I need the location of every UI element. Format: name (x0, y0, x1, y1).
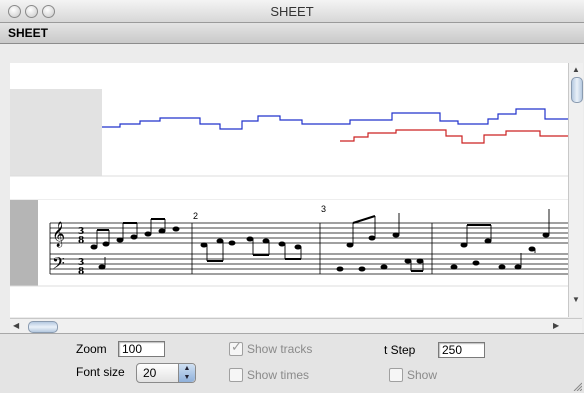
window-zoom-icon[interactable] (42, 5, 55, 18)
zoom-input[interactable]: 100 (118, 341, 165, 357)
window-title: SHEET (270, 4, 314, 19)
window-close-icon[interactable] (8, 5, 21, 18)
scroll-up-arrow-icon[interactable]: ▲ (572, 65, 580, 74)
resize-grip-icon[interactable] (572, 381, 582, 391)
checkmark-icon: ✓ (231, 339, 242, 354)
score-side-bar (10, 200, 38, 286)
score-notes (90, 209, 550, 272)
scroll-right-arrow-icon[interactable]: ▶ (553, 321, 560, 330)
control-bar: Zoom 100 Font size 20 ▲ ▼ ✓ Show tracks S… (0, 333, 584, 393)
sheet-canvas: 𝄞 𝄢 3 8 3 8 (10, 89, 568, 287)
stepper-arrows-icon[interactable]: ▲ ▼ (178, 364, 195, 382)
font-size-label: Font size (76, 365, 125, 379)
show-checkbox[interactable] (389, 368, 403, 382)
sheet-content[interactable]: 𝄞 𝄢 3 8 3 8 (10, 63, 568, 317)
tstep-label: t Step (384, 343, 416, 357)
svg-text:8: 8 (78, 267, 84, 277)
header-strip: SHEET (0, 23, 584, 44)
svg-text:8: 8 (78, 236, 84, 246)
window-minimize-icon[interactable] (25, 5, 38, 18)
header-label: SHEET (8, 26, 49, 40)
font-size-select[interactable]: 20 ▲ ▼ (136, 363, 196, 383)
measure-number: 2 (193, 211, 198, 221)
show-label: Show (407, 368, 438, 382)
vertical-scroll-thumb[interactable] (571, 77, 583, 103)
font-size-value: 20 (143, 366, 157, 380)
treble-clef-icon: 𝄞 (52, 221, 65, 247)
show-tracks-label: Show tracks (247, 342, 313, 356)
horizontal-scrollbar[interactable]: ◀ ▶ (10, 318, 582, 333)
show-times-checkbox[interactable] (229, 368, 243, 382)
track-label-area (10, 89, 102, 176)
vertical-scrollbar[interactable]: ▲ ▼ (568, 63, 583, 317)
horizontal-scroll-thumb[interactable] (28, 321, 58, 333)
svg-text:3: 3 (78, 258, 84, 268)
show-tracks-checkbox[interactable]: ✓ (229, 339, 243, 356)
tstep-input[interactable]: 250 (438, 342, 485, 358)
svg-text:3: 3 (78, 227, 84, 237)
scroll-left-arrow-icon[interactable]: ◀ (13, 321, 20, 330)
bass-clef-icon: 𝄢 (52, 253, 65, 277)
track-piano-roll (102, 108, 568, 144)
zoom-label: Zoom (76, 342, 107, 356)
show-times-label: Show times (247, 368, 310, 382)
measure-number: 3 (321, 204, 326, 214)
scroll-down-arrow-icon[interactable]: ▼ (572, 295, 580, 304)
title-bar: SHEET (0, 0, 584, 23)
